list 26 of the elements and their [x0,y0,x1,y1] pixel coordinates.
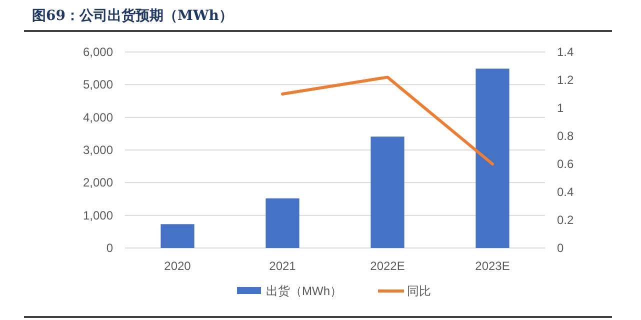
legend-label: 同比 [407,284,431,298]
y2-tick-label: 0 [557,241,564,255]
x-tick-label: 2023E [475,259,510,273]
y-tick-label: 2,000 [82,176,114,190]
y2-tick-label: 1 [557,101,564,115]
bar [266,198,300,248]
y2-tick-label: 0.8 [557,129,574,143]
y-tick-label: 1,000 [82,208,114,222]
y-tick-label: 0 [106,241,114,255]
chart-title: 图69：公司出货预期（MWh） [32,8,233,24]
bar [476,68,510,248]
y-tick-label: 3,000 [82,143,114,157]
y2-tick-label: 0.4 [557,185,574,199]
y2-tick-label: 1.4 [557,45,574,59]
legend-label: 出货（MWh） [266,284,342,298]
y-tick-label: 4,000 [82,110,114,124]
y2-tick-label: 0.6 [557,157,574,171]
bar [160,224,194,248]
y2-tick-label: 1.2 [557,73,574,87]
x-tick-label: 2022E [370,259,405,273]
y-tick-label: 5,000 [82,78,114,92]
x-tick-label: 2020 [164,259,192,273]
bar [370,136,404,248]
y2-tick-label: 0.2 [557,213,574,227]
y-tick-label: 6,000 [82,45,114,59]
x-tick-label: 2021 [269,259,296,273]
